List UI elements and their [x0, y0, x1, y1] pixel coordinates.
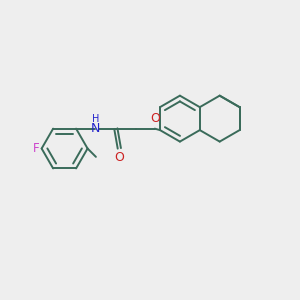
Text: N: N — [91, 122, 100, 135]
Text: F: F — [33, 142, 39, 155]
Text: O: O — [150, 112, 160, 124]
Text: O: O — [114, 151, 124, 164]
Text: H: H — [92, 114, 99, 124]
